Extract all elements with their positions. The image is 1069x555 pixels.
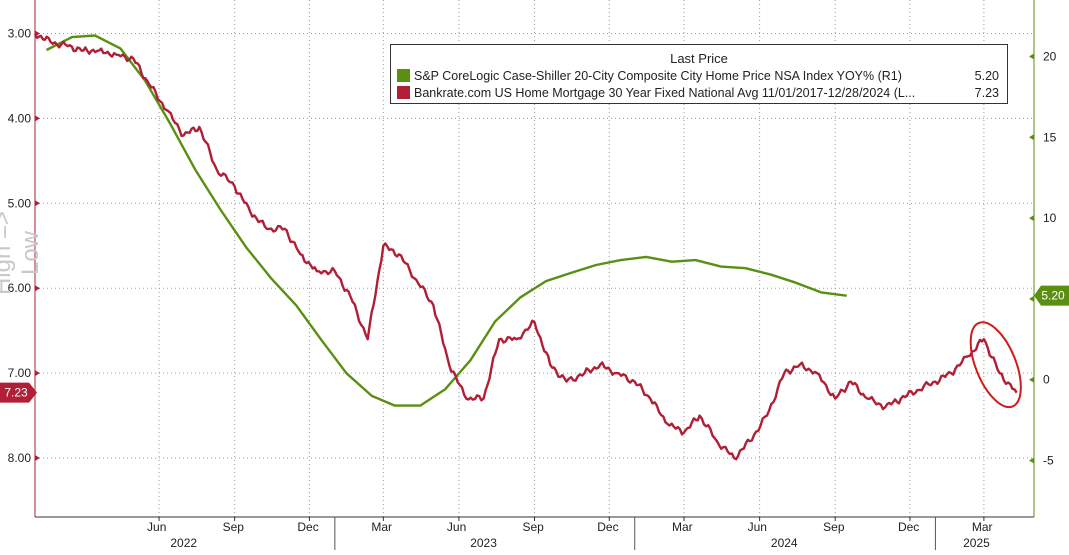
left-tick-label: 3.00 [8,26,32,40]
right-tick-label: 20 [1043,49,1057,63]
series-line-home-price-yoy [45,34,847,407]
left-last-value-tag [0,382,37,403]
x-month-label: Jun [147,520,166,534]
x-month-label: Sep [223,520,245,534]
x-month-label: Jun [447,520,466,534]
chart-legend: Last Price S&P CoreLogic Case-Shiller 20… [390,44,1008,104]
left-last-value-text: 7.23 [4,386,28,400]
x-year-label: 2022 [170,536,197,550]
right-tick-marker [1029,53,1034,60]
right-tick-marker [1029,134,1034,141]
left-tick-marker [35,200,40,207]
right-last-value-tag [1034,285,1069,306]
x-year-label: 2024 [771,536,798,550]
right-tick-label: 0 [1043,373,1050,387]
left-tick-label: 8.00 [8,451,32,465]
legend-label: Bankrate.com US Home Mortgage 30 Year Fi… [414,86,916,100]
x-month-label: Sep [823,520,845,534]
x-year-label: 2025 [963,536,990,550]
legend-value: 7.23 [974,86,999,100]
right-tick-label: -5 [1043,454,1054,468]
right-tick-label: 10 [1043,211,1057,225]
left-tick-marker [35,115,40,122]
left-axis-label: High => Low [0,210,44,296]
x-month-label: Sep [523,520,545,534]
legend-entry-home-price: S&P CoreLogic Case-Shiller 20-City Compo… [397,69,1001,85]
x-month-label: Mar [371,520,392,534]
left-tick-marker [35,455,40,462]
x-month-label: Mar [672,520,693,534]
legend-swatch-green [397,69,410,82]
x-month-label: Mar [972,520,993,534]
x-month-label: Dec [597,520,618,534]
legend-label: S&P CoreLogic Case-Shiller 20-City Compo… [414,69,902,83]
x-month-label: Jun [748,520,767,534]
x-month-label: Dec [297,520,318,534]
right-tick-marker [1029,376,1034,383]
x-year-label: 2023 [470,536,497,550]
left-tick-label: 7.00 [8,366,32,380]
series-line-mortgage-rate [33,32,1018,461]
legend-title: Last Price [670,51,728,66]
right-last-value-text: 5.20 [1041,289,1065,303]
left-tick-label: 6.00 [8,281,32,295]
legend-value: 5.20 [974,69,999,83]
right-tick-label: 15 [1043,130,1057,144]
left-tick-marker [35,285,40,292]
left-tick-label: 5.00 [8,196,32,210]
x-month-label: Dec [898,520,919,534]
right-tick-marker [1029,215,1034,222]
right-tick-marker [1029,457,1034,464]
legend-entry-mortgage: Bankrate.com US Home Mortgage 30 Year Fi… [397,86,1001,102]
highlight-ellipse [969,321,1022,409]
legend-swatch-red [397,86,410,99]
right-tick-marker [1029,295,1034,302]
left-tick-label: 4.00 [8,111,32,125]
left-tick-marker [35,370,40,377]
